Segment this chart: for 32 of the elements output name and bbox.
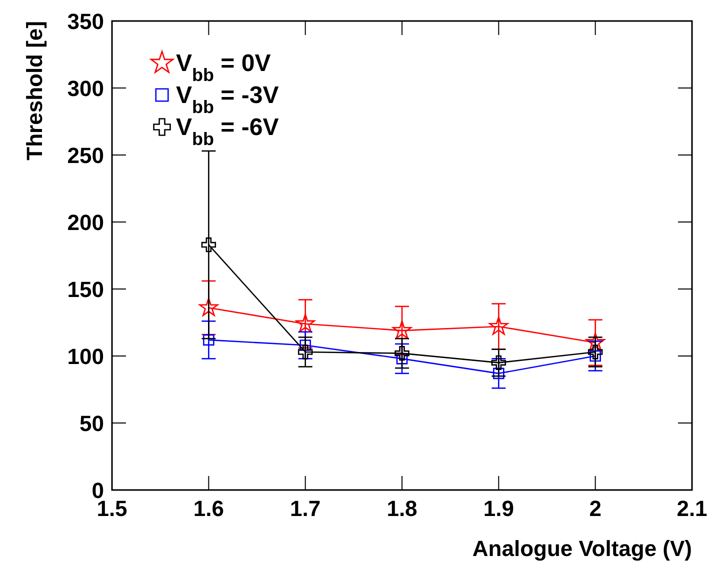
point (199, 298, 218, 316)
legend-label: V$_{bb}$ = 0V (176, 50, 271, 85)
point (296, 314, 315, 332)
point (493, 368, 504, 380)
y-tick-label: 50 (80, 411, 104, 436)
point (396, 353, 408, 364)
y-tick-label: 100 (67, 344, 104, 369)
x-tick-label: 1.6 (193, 496, 224, 521)
point (394, 346, 410, 361)
point (392, 320, 412, 339)
legend-label: V$_{bb}$ = -3V (176, 82, 279, 117)
point (491, 355, 506, 370)
point (300, 340, 311, 351)
x-tick-label: 2 (589, 496, 602, 521)
x-tick-label: 2.1 (676, 496, 708, 521)
y-tick-label: 200 (67, 210, 104, 235)
point (489, 316, 508, 335)
y-tick-label: 350 (67, 9, 104, 34)
x-tick-label: 1.9 (483, 496, 514, 521)
legend-label: V$_{bb}$ = -6V (176, 114, 279, 149)
y-axis-title: Threshold [e] (22, 21, 47, 160)
x-tick-label: 1.7 (290, 496, 321, 521)
point (586, 332, 605, 351)
point (201, 237, 216, 252)
x-axis-title: Analogue Voltage (V) (472, 536, 692, 561)
y-tick-label: 150 (67, 277, 104, 302)
y-tick-label: 250 (67, 143, 104, 168)
point (298, 344, 313, 360)
x-tick-label: 1.8 (386, 496, 418, 521)
y-tick-label: 300 (67, 76, 104, 101)
point (203, 334, 214, 346)
point (588, 344, 603, 360)
